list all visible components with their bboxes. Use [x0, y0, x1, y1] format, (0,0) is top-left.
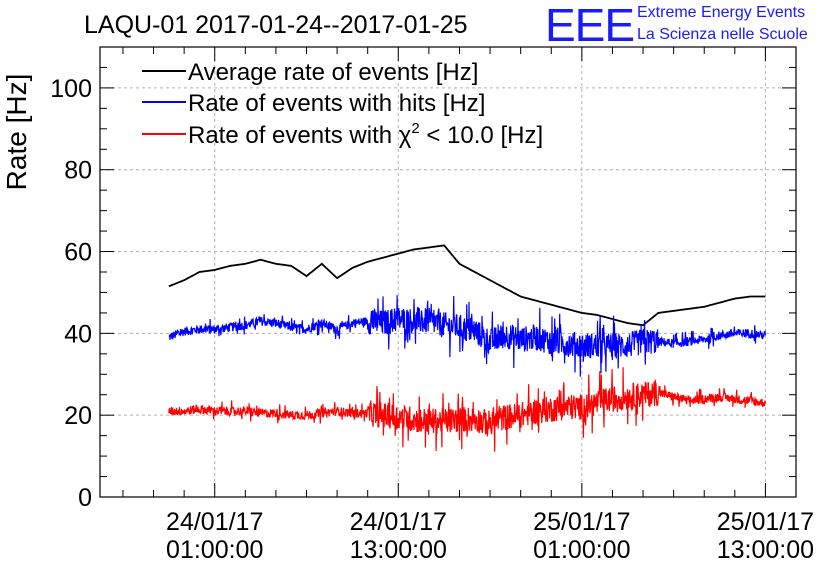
axes-layer: 02040608010024/01/1701:00:0024/01/1713:0… — [50, 46, 814, 564]
series-line-1 — [168, 244, 766, 327]
legend-label-average: Average rate of events [Hz] — [188, 59, 478, 86]
legend-label-chi2: Rate of events with χ2 < 10.0 [Hz] — [188, 120, 543, 149]
x-tick-label-date: 25/01/17 — [533, 508, 630, 536]
series-layer — [168, 244, 766, 452]
legend: Average rate of events [Hz] Rate of even… — [142, 59, 543, 149]
x-tick-label-time: 01:00:00 — [166, 536, 263, 564]
y-tick-label: 40 — [64, 320, 92, 348]
eee-logo-line2: La Scienza nelle Scuole — [637, 26, 808, 43]
eee-logo: EEE Extreme Energy Events La Scienza nel… — [545, 0, 808, 51]
y-axis-label: Rate [Hz] — [1, 74, 32, 191]
chart-title: LAQU-01 2017-01-24--2017-01-25 — [84, 11, 468, 39]
y-tick-label: 100 — [50, 75, 92, 103]
legend-label-chi2-post: < 10.0 [Hz] — [420, 122, 543, 149]
legend-label-chi2-pre: Rate of events with χ — [188, 122, 412, 149]
x-tick-label-date: 25/01/17 — [717, 508, 814, 536]
eee-logo-line1: Extreme Energy Events — [637, 4, 805, 21]
x-tick-label-time: 13:00:00 — [350, 536, 447, 564]
x-tick-label-date: 24/01/17 — [350, 508, 447, 536]
y-tick-label: 0 — [78, 484, 92, 512]
series-line-2 — [168, 295, 766, 377]
series-line-3 — [168, 367, 766, 452]
legend-label-hits: Rate of events with hits [Hz] — [188, 90, 485, 117]
y-tick-label: 60 — [64, 239, 92, 267]
y-tick-label: 80 — [64, 157, 92, 185]
x-tick-label-time: 01:00:00 — [533, 536, 630, 564]
eee-logo-letters: EEE — [545, 0, 634, 51]
x-tick-label-date: 24/01/17 — [166, 508, 263, 536]
x-tick-label-time: 13:00:00 — [717, 536, 814, 564]
legend-label-chi2-sup: 2 — [411, 120, 419, 137]
y-tick-label: 20 — [64, 402, 92, 430]
